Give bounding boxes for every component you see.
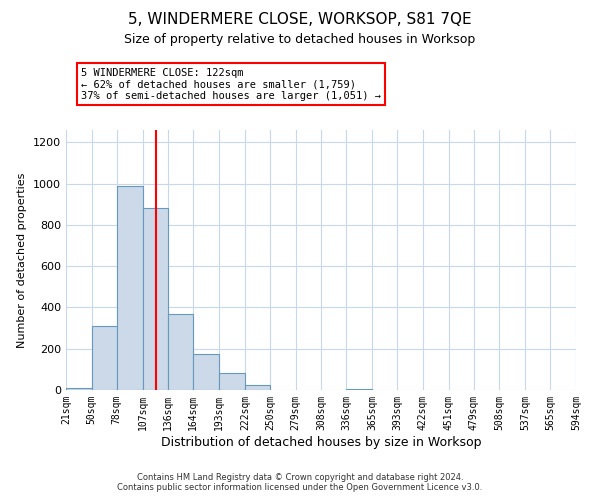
- Bar: [219, 374, 245, 390]
- Bar: [92, 326, 117, 390]
- X-axis label: Distribution of detached houses by size in Worksop: Distribution of detached houses by size …: [161, 436, 481, 448]
- Bar: [66, 388, 92, 390]
- Text: Contains HM Land Registry data © Crown copyright and database right 2024.: Contains HM Land Registry data © Crown c…: [137, 474, 463, 482]
- Text: 5, WINDERMERE CLOSE, WORKSOP, S81 7QE: 5, WINDERMERE CLOSE, WORKSOP, S81 7QE: [128, 12, 472, 28]
- Bar: [245, 385, 270, 390]
- Bar: [193, 354, 219, 390]
- Bar: [143, 208, 169, 390]
- Bar: [346, 389, 372, 390]
- Bar: [169, 314, 193, 390]
- Y-axis label: Number of detached properties: Number of detached properties: [17, 172, 28, 348]
- Text: Contains public sector information licensed under the Open Government Licence v3: Contains public sector information licen…: [118, 484, 482, 492]
- Bar: [117, 186, 143, 390]
- Text: 5 WINDERMERE CLOSE: 122sqm
← 62% of detached houses are smaller (1,759)
37% of s: 5 WINDERMERE CLOSE: 122sqm ← 62% of deta…: [81, 68, 381, 100]
- Text: Size of property relative to detached houses in Worksop: Size of property relative to detached ho…: [124, 32, 476, 46]
